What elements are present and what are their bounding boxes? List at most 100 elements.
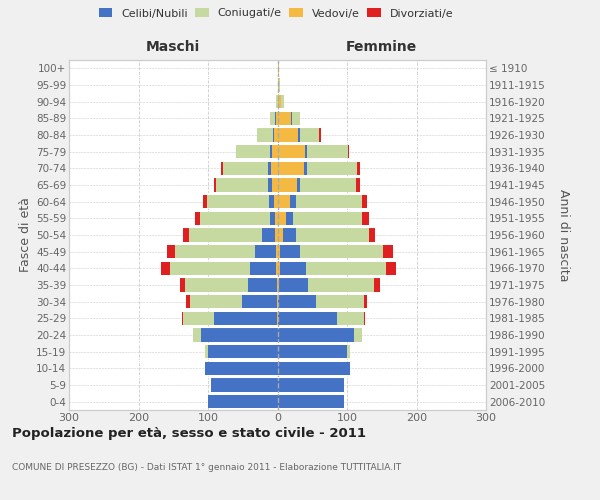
Bar xyxy=(270,145,277,158)
Bar xyxy=(276,95,277,108)
Bar xyxy=(277,112,292,125)
Bar xyxy=(277,95,284,108)
Bar xyxy=(161,262,277,275)
Bar xyxy=(193,328,277,342)
Bar xyxy=(175,245,277,258)
Bar xyxy=(182,312,277,325)
Bar xyxy=(277,112,292,125)
Bar xyxy=(208,395,277,408)
Bar xyxy=(257,128,277,141)
Bar xyxy=(179,278,277,291)
Bar xyxy=(170,262,277,275)
Bar xyxy=(277,145,305,158)
Bar xyxy=(277,378,344,392)
Bar xyxy=(277,212,286,225)
Bar xyxy=(188,228,277,241)
Bar xyxy=(269,195,277,208)
Bar xyxy=(223,162,277,175)
Bar xyxy=(193,328,277,342)
Bar xyxy=(270,212,277,225)
Bar xyxy=(277,212,293,225)
Bar xyxy=(275,112,277,125)
Bar xyxy=(277,245,393,258)
Bar xyxy=(236,145,277,158)
Bar xyxy=(277,95,281,108)
Text: COMUNE DI PRESEZZO (BG) - Dati ISTAT 1° gennaio 2011 - Elaborazione TUTTITALIA.I: COMUNE DI PRESEZZO (BG) - Dati ISTAT 1° … xyxy=(12,462,401,471)
Bar xyxy=(277,228,368,241)
Bar xyxy=(187,295,277,308)
Bar xyxy=(276,95,277,108)
Bar xyxy=(277,262,280,275)
Bar xyxy=(203,195,277,208)
Bar xyxy=(270,112,277,125)
Bar xyxy=(274,128,277,141)
Bar xyxy=(275,212,277,225)
Bar xyxy=(277,145,347,158)
Bar xyxy=(272,145,277,158)
Bar xyxy=(277,212,369,225)
Bar xyxy=(277,62,279,75)
Bar xyxy=(277,145,307,158)
Bar xyxy=(211,378,277,392)
Bar xyxy=(277,345,350,358)
Bar xyxy=(277,145,349,158)
Bar xyxy=(277,128,319,141)
Bar xyxy=(277,378,344,392)
Bar xyxy=(205,362,277,375)
Bar xyxy=(277,362,350,375)
Bar xyxy=(277,128,298,141)
Bar xyxy=(277,62,279,75)
Bar xyxy=(277,328,354,342)
Bar xyxy=(277,112,301,125)
Bar xyxy=(277,362,350,375)
Text: Femmine: Femmine xyxy=(346,40,418,54)
Bar xyxy=(277,345,350,358)
Bar xyxy=(277,78,279,92)
Bar xyxy=(277,395,344,408)
Bar xyxy=(208,345,277,358)
Bar xyxy=(277,312,278,325)
Bar xyxy=(277,178,297,192)
Bar xyxy=(217,178,277,192)
Bar xyxy=(277,245,300,258)
Bar xyxy=(208,395,277,408)
Legend: Celibi/Nubili, Coniugati/e, Vedovi/e, Divorziati/e: Celibi/Nubili, Coniugati/e, Vedovi/e, Di… xyxy=(99,8,453,18)
Bar xyxy=(262,228,277,241)
Bar xyxy=(277,312,337,325)
Bar xyxy=(248,278,277,291)
Bar xyxy=(271,162,277,175)
Bar xyxy=(276,245,277,258)
Bar xyxy=(277,62,279,75)
Bar xyxy=(277,362,350,375)
Bar xyxy=(277,262,386,275)
Bar xyxy=(277,95,281,108)
Bar xyxy=(277,228,283,241)
Bar xyxy=(277,162,359,175)
Bar xyxy=(277,378,344,392)
Bar xyxy=(276,262,277,275)
Bar xyxy=(277,95,284,108)
Bar xyxy=(277,78,280,92)
Bar xyxy=(277,212,362,225)
Bar xyxy=(268,178,277,192)
Bar xyxy=(205,345,277,358)
Bar xyxy=(277,295,278,308)
Bar xyxy=(277,328,362,342)
Bar xyxy=(277,262,395,275)
Bar xyxy=(277,195,362,208)
Bar xyxy=(277,345,347,358)
Bar xyxy=(277,112,301,125)
Bar xyxy=(205,362,277,375)
Text: Popolazione per età, sesso e stato civile - 2011: Popolazione per età, sesso e stato civil… xyxy=(12,428,366,440)
Bar xyxy=(255,245,277,258)
Bar xyxy=(277,312,365,325)
Bar xyxy=(277,195,367,208)
Bar xyxy=(275,228,277,241)
Bar xyxy=(277,245,383,258)
Bar xyxy=(236,145,277,158)
Bar xyxy=(221,162,277,175)
Bar xyxy=(242,295,277,308)
Bar xyxy=(206,195,277,208)
Bar xyxy=(277,295,316,308)
Bar xyxy=(277,262,306,275)
